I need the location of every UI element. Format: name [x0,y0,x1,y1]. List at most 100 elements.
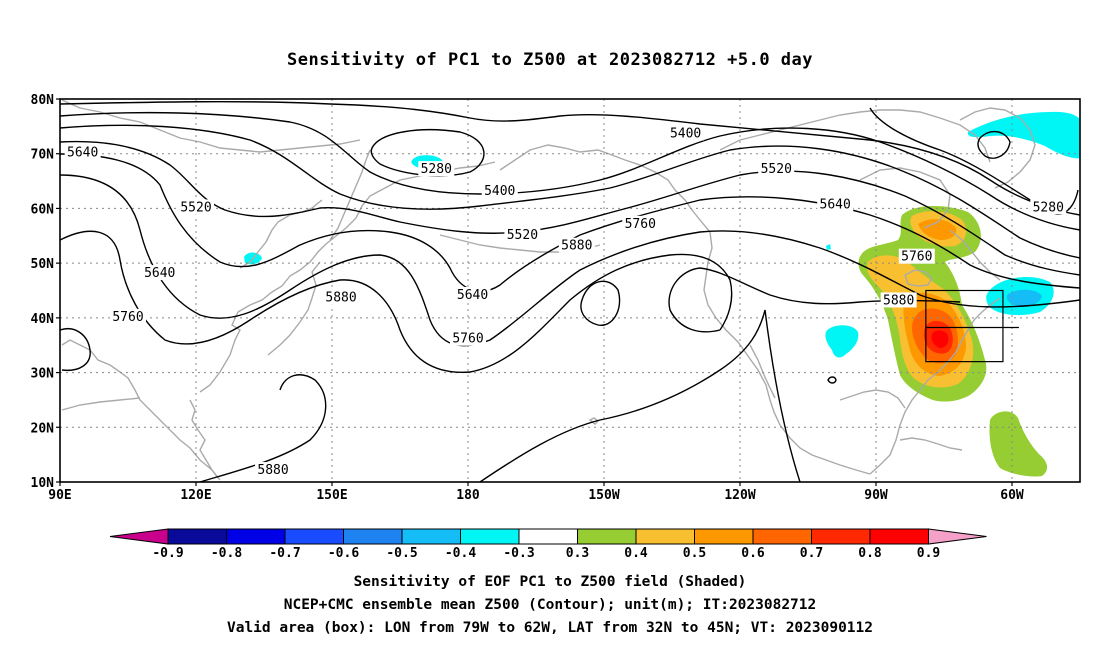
lat-tick-label: 50N [31,257,55,272]
contour-label-bg [454,286,491,302]
contour-label: 5880 [257,463,288,478]
contour-label-bg [558,237,595,253]
coastline-na-west [703,231,871,475]
positive-region-orange [918,219,957,240]
colorbar-label: -0.5 [386,546,417,561]
contour-label-bg [622,215,659,231]
contour-label: 5280 [421,162,452,177]
colorbar-segment [635,528,695,545]
contour-label-bg [817,196,854,212]
colorbar-label: -0.8 [211,546,242,561]
colorbar-segment [518,528,578,545]
longitude-axis: 90E 120E 150E 180 150W 120W 90W 60W [48,482,1024,503]
caption-contour: NCEP+CMC ensemble mean Z500 (Contour); u… [283,597,817,613]
caption-shading: Sensitivity of EOF PC1 to Z500 field (Sh… [353,574,747,590]
caption-valid-area: Valid area (box): LON from 79W to 62W, L… [226,620,873,636]
contour-label-bg [898,248,935,264]
contour-label-bg [64,144,101,160]
contour-label-bg [504,226,541,242]
lat-tick-label: 10N [31,476,55,491]
contour-label-bg [450,330,486,346]
contour-5880-b [668,267,961,333]
contour-5880-subtropic-b [479,309,801,482]
coastline-himalaya [61,397,141,411]
coastline-greenland [959,107,1036,189]
lat-tick-label: 70N [31,148,55,163]
lon-tick-label: 90E [48,488,71,503]
contour-small-loop [827,376,837,384]
contour-5400-b [60,124,1080,259]
colorbar-arrow-left [109,528,169,545]
contour-label-bg [667,125,704,141]
colorbar-segment [577,528,637,545]
colorbar-segment [694,528,754,545]
positive-region-green-atlantic [989,411,1048,477]
map-title: Sensitivity of PC1 to Z500 at 2023082712… [286,50,813,70]
contour-label-bg [323,289,360,305]
contour-label: 5760 [112,310,143,325]
colorbar-segment [401,528,461,545]
contour-5880-loop [580,280,621,326]
colorbar-label: -0.6 [328,546,359,561]
contour-5400 [60,111,1080,231]
valid-area-box [925,289,1004,363]
contour-5280-arctic [60,100,1080,216]
colorbar-segment [226,528,286,545]
coastline-baja [749,344,776,399]
contour-5880-subtropic [199,374,327,482]
colorbar-segment [460,528,520,545]
latitude-axis: 80N 70N 60N 50N 40N 30N 20N 10N [31,93,60,491]
coastline-east-asia [61,339,221,481]
map-frame [59,98,1081,483]
contour-label-bg [178,199,214,215]
contour-label: 5520 [180,200,211,215]
lon-tick-label: 90W [864,488,888,503]
lat-tick-label: 30N [31,367,55,382]
contour-labels: 5640 5280 5400 5400 5520 5520 5520 5640 5280 5760… [64,125,1067,478]
contour-5880-south [60,328,91,372]
contour-label: 5280 [1033,200,1064,215]
negative-region-baja [825,325,859,358]
colorbar-label: 0.9 [917,546,940,561]
contour-5880 [60,230,733,373]
contour-5280-low [370,129,485,177]
colorbar-label: 0.7 [800,546,823,561]
contour-label-bg [758,161,795,177]
coastline-canadian-arctic [719,109,991,163]
z500-contours [60,100,1080,482]
contour-label: 5520 [507,228,538,243]
contour-label-bg [141,265,178,281]
contour-label-bg [880,292,917,308]
contour-label: 5760 [901,250,932,265]
contour-5640 [60,153,1080,292]
lon-tick-label: 120W [724,488,755,503]
contour-label: 5400 [670,127,701,142]
lon-tick-label: 120E [180,488,211,503]
coastline-sea-of-okhotsk [239,199,323,269]
lon-tick-label: 60W [1000,488,1024,503]
colorbar-label: 0.5 [683,546,706,561]
contour-label: 5880 [325,291,356,306]
colorbar-segment [811,528,871,545]
negative-region-rockies [826,244,831,250]
colorbar-label: -0.7 [269,546,300,561]
contour-label: 5640 [67,146,98,161]
lat-tick-label: 40N [31,312,55,327]
coastline-korea-china [199,161,496,393]
coastline-central-asia [61,99,361,153]
colorbar-label: -0.9 [152,546,183,561]
contour-label-bg [418,161,455,177]
contour-label: 5760 [625,217,656,232]
lat-tick-label: 80N [31,93,55,108]
contour-5280-loop [977,131,1011,159]
lon-tick-label: 180 [456,488,480,503]
coastline-taiwan-philippines [189,399,219,479]
colorbar-label: -0.4 [445,546,476,561]
colorbar-label: 0.8 [858,546,882,561]
colorbar: -0.9 -0.8 -0.7 -0.6 -0.5 -0.4 -0.3 0.3 0.4 0.5 0.6… [109,528,987,561]
colorbar-label: 0.3 [566,546,589,561]
lon-tick-label: 150E [316,488,347,503]
contour-label: 5640 [144,266,175,281]
contour-label-bg [255,462,292,478]
